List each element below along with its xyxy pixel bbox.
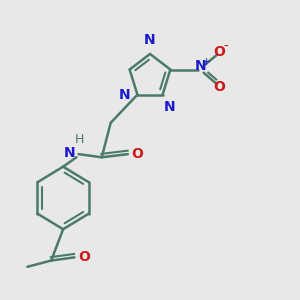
Text: N: N <box>194 59 206 74</box>
Text: N: N <box>63 146 75 160</box>
Text: H: H <box>74 133 84 146</box>
Text: -: - <box>224 40 228 54</box>
Text: O: O <box>214 45 225 59</box>
Text: N: N <box>118 88 130 102</box>
Text: N: N <box>144 33 156 47</box>
Text: N: N <box>164 100 176 114</box>
Text: O: O <box>131 147 143 161</box>
Text: +: + <box>202 57 211 67</box>
Text: O: O <box>78 250 90 264</box>
Text: O: O <box>214 80 225 94</box>
